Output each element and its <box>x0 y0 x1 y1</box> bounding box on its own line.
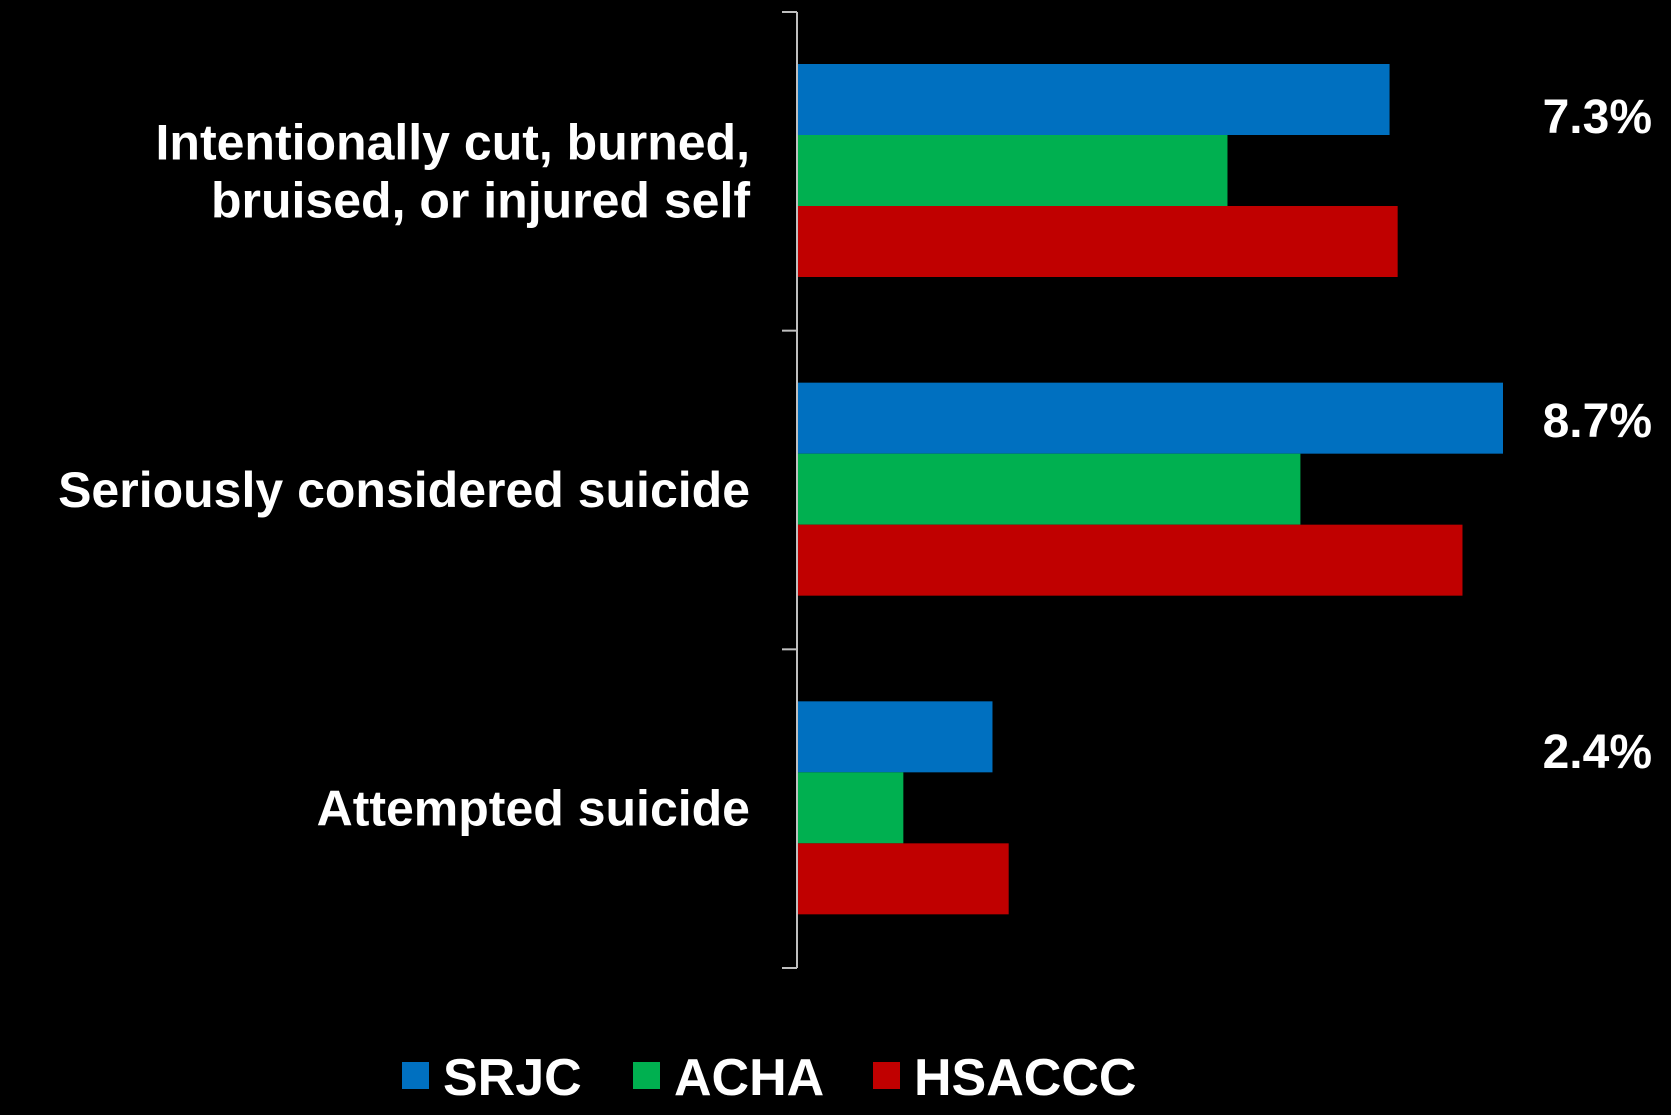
value-label: 7.3% <box>1543 91 1652 144</box>
legend-swatch <box>633 1062 660 1089</box>
bar-acha-1 <box>798 453 1301 525</box>
category-label: Attempted suicide <box>317 781 750 837</box>
bar-acha-0 <box>798 135 1228 206</box>
legend-swatch <box>873 1062 900 1089</box>
value-labels: 7.3% 8.7% 2.4% <box>1543 91 1652 779</box>
bar-srjc-0 <box>798 64 1390 135</box>
category-label: Seriously considered suicide <box>58 462 750 518</box>
bar-acha-2 <box>798 772 904 844</box>
bar-hsaccc-1 <box>798 524 1463 596</box>
legend-label: SRJC <box>443 1049 582 1107</box>
legend: SRJC ACHA HSACCC <box>402 1049 1136 1107</box>
category-label: Intentionally cut, burned, bruised, or in… <box>156 114 751 228</box>
value-label: 8.7% <box>1543 395 1652 448</box>
legend-item-hsaccc: HSACCC <box>873 1049 1136 1107</box>
bar-hsaccc-2 <box>798 843 1009 915</box>
bars <box>798 64 1503 915</box>
value-label: 2.4% <box>1543 726 1652 779</box>
category-labels: Intentionally cut, burned, bruised, or in… <box>58 114 750 836</box>
legend-item-acha: ACHA <box>633 1049 824 1107</box>
legend-item-srjc: SRJC <box>402 1049 582 1107</box>
legend-label: ACHA <box>674 1049 824 1107</box>
category-label-line: Attempted suicide <box>317 781 750 837</box>
legend-swatch <box>402 1062 429 1089</box>
category-label-line: Seriously considered suicide <box>58 462 750 518</box>
category-label-line: bruised, or injured self <box>211 172 750 228</box>
bar-hsaccc-0 <box>798 206 1398 277</box>
axis <box>782 11 798 969</box>
bar-srjc-2 <box>798 701 993 773</box>
bar-srjc-1 <box>798 382 1503 454</box>
category-label-line: Intentionally cut, burned, <box>156 114 750 170</box>
legend-label: HSACCC <box>914 1049 1136 1107</box>
